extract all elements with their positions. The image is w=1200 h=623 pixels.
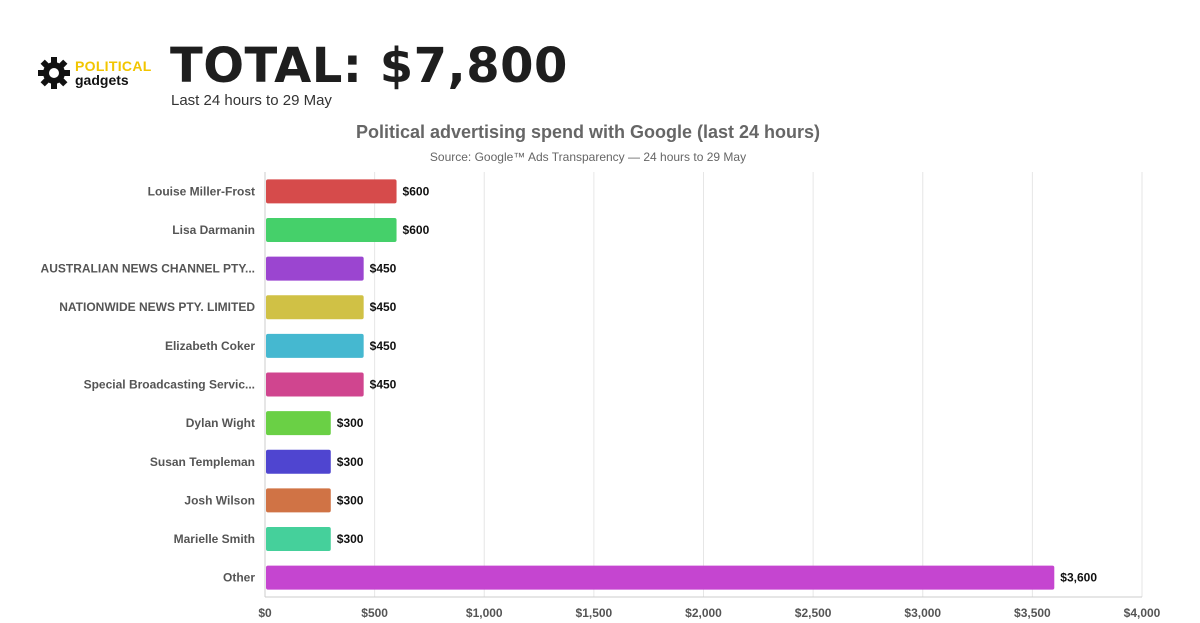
category-label: Lisa Darmanin — [172, 223, 255, 237]
value-label: $450 — [370, 300, 397, 314]
x-tick-label: $2,500 — [795, 606, 832, 620]
bar — [266, 527, 331, 552]
value-label: $450 — [370, 262, 397, 276]
value-label: $300 — [337, 416, 364, 430]
x-tick-label: $1,500 — [576, 606, 613, 620]
bar — [266, 488, 331, 513]
x-tick-label: $2,000 — [685, 606, 722, 620]
bar — [266, 411, 331, 436]
grid-lines — [264, 172, 1143, 598]
labels: $0 $500 $1,000 $1,500 $2,000 $2,500 $3,000 $3,5… — [41, 184, 1161, 620]
brand-line2: gadgets — [75, 72, 129, 88]
bar — [266, 217, 397, 242]
brand-logo: POLITICAL gadgets — [37, 56, 152, 90]
bars — [266, 179, 1055, 590]
value-label: $300 — [337, 455, 364, 469]
total-heading: TOTAL: $7,800 — [170, 38, 568, 94]
category-label: Josh Wilson — [184, 493, 255, 507]
value-label: $450 — [370, 378, 397, 392]
category-label: Elizabeth Coker — [165, 339, 255, 353]
bar — [266, 449, 331, 474]
x-tick-label: $0 — [258, 606, 272, 620]
x-tick-label: $4,000 — [1124, 606, 1161, 620]
category-label: Marielle Smith — [174, 532, 255, 546]
chart-source: Source: Google™ Ads Transparency — 24 ho… — [429, 150, 747, 164]
category-label: NATIONWIDE NEWS PTY. LIMITED — [59, 300, 255, 314]
value-label: $3,600 — [1060, 571, 1097, 585]
value-label: $300 — [337, 532, 364, 546]
category-label: Dylan Wight — [186, 416, 255, 430]
bar — [266, 372, 364, 397]
category-label: Other — [223, 571, 255, 585]
bar — [266, 256, 364, 281]
x-tick-label: $500 — [361, 606, 388, 620]
category-label: Louise Miller-Frost — [148, 184, 255, 198]
brand-line1: POLITICAL — [75, 58, 152, 74]
x-tick-label: $1,000 — [466, 606, 503, 620]
bar — [266, 179, 397, 204]
chart-title: Political advertising spend with Google … — [355, 122, 821, 142]
bar — [266, 295, 364, 320]
bar — [266, 333, 364, 358]
value-label: $300 — [337, 493, 364, 507]
category-label: AUSTRALIAN NEWS CHANNEL PTY... — [41, 262, 255, 276]
x-tick-label: $3,000 — [904, 606, 941, 620]
category-label: Special Broadcasting Servic... — [84, 378, 255, 392]
gear-icon — [38, 57, 70, 89]
bar — [266, 565, 1055, 590]
x-tick-label: $3,500 — [1014, 606, 1051, 620]
period-subtitle: Last 24 hours to 29 May — [171, 92, 332, 109]
value-label: $600 — [403, 223, 430, 237]
value-label: $450 — [370, 339, 397, 353]
value-label: $600 — [403, 184, 430, 198]
category-label: Susan Templeman — [150, 455, 255, 469]
